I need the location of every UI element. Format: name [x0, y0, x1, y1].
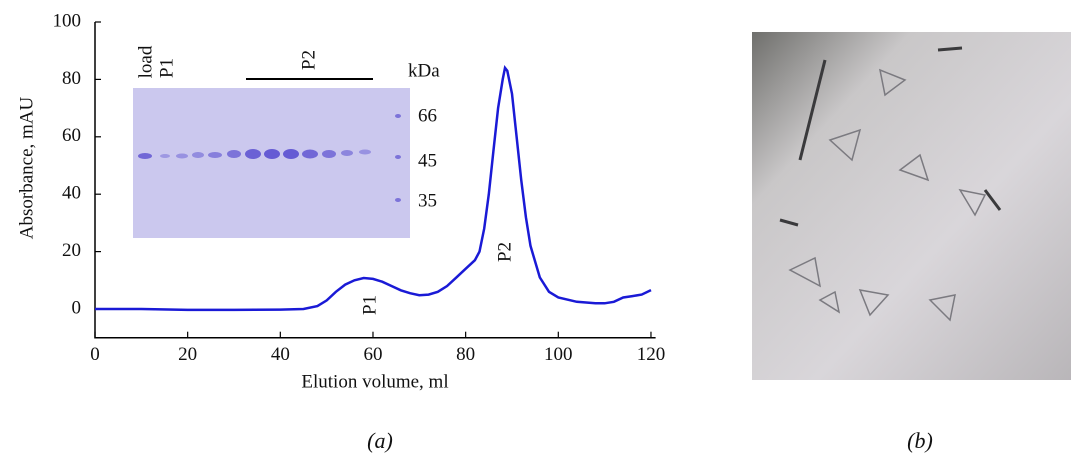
marker-label: 35	[418, 190, 437, 211]
marker-unit: kDa	[408, 60, 440, 81]
crystal-photo	[752, 32, 1071, 380]
gel-bands	[138, 114, 401, 202]
y-tick-label: 0	[72, 297, 82, 318]
x-tick-label: 40	[271, 344, 290, 365]
y-axis-label: Absorbance, mAU	[16, 96, 37, 239]
peak-label: P1	[359, 295, 380, 315]
panel-label: (a)	[367, 428, 393, 453]
peak-label: P2	[494, 242, 515, 262]
marker-label: 45	[418, 150, 437, 171]
y-tick-label: 40	[62, 183, 81, 204]
x-tick-label: 80	[456, 344, 475, 365]
group-label: P2	[298, 50, 319, 70]
x-tick-label: 120	[637, 344, 666, 365]
x-tick-label: 60	[363, 344, 382, 365]
y-tick-label: 80	[62, 68, 81, 89]
y-tick-label: 20	[62, 240, 81, 261]
lane-label: P1	[156, 58, 177, 78]
x-tick-label: 100	[544, 344, 573, 365]
y-tick-label: 60	[62, 125, 81, 146]
panel-label: (b)	[907, 428, 933, 453]
elution-curve	[95, 65, 652, 312]
lane-label: load	[135, 45, 156, 78]
marker-label: 66	[418, 105, 437, 126]
y-tick-label: 100	[53, 10, 82, 31]
gel-image	[133, 88, 410, 238]
x-axis-label: Elution volume, ml	[301, 371, 448, 392]
x-tick-label: 0	[90, 344, 100, 365]
x-tick-label: 20	[178, 344, 197, 365]
